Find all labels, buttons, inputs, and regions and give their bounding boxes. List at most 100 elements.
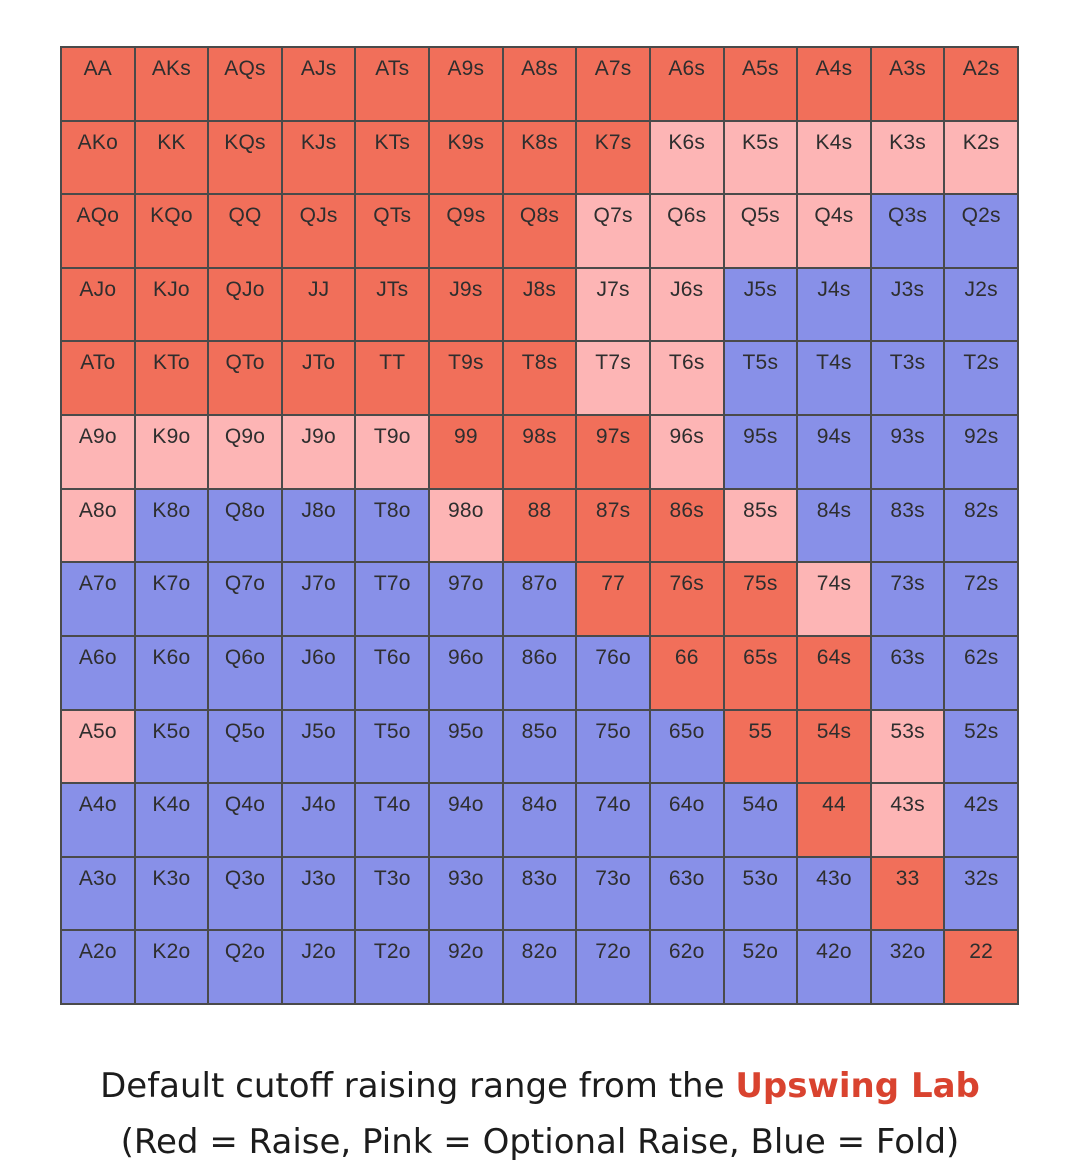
hand-cell: 33 — [871, 857, 944, 930]
hand-label: J3s — [890, 277, 925, 301]
hand-label: Q7s — [593, 204, 633, 228]
hand-label: K5s — [741, 130, 779, 154]
hand-cell: 96o — [430, 636, 502, 709]
hand-label: J4o — [301, 793, 336, 817]
hand-label: A6s — [668, 57, 706, 80]
hand-label: KJo — [153, 277, 190, 301]
hand-cell: ATs — [356, 48, 429, 120]
hand-cell: A5o — [62, 710, 134, 783]
hand-cell: 43s — [871, 784, 944, 856]
hand-cell: K6o — [135, 636, 208, 709]
hand-label: 82o — [521, 940, 558, 964]
hand-cell: 43o — [798, 857, 870, 930]
hand-label: K2o — [152, 940, 191, 964]
hand-cell: T6o — [356, 636, 429, 709]
hand-label: T8o — [373, 498, 411, 522]
hand-label: 64s — [816, 645, 852, 669]
hand-cell: 93o — [430, 857, 502, 930]
hand-label: 88 — [527, 498, 552, 522]
hand-cell: T4o — [356, 784, 429, 856]
hand-label: JTo — [302, 351, 336, 375]
hand-label: Q2s — [961, 204, 1001, 228]
hand-cell: K3o — [135, 857, 208, 930]
hand-cell: A3o — [62, 857, 134, 930]
hand-cell: Q9s — [430, 195, 502, 267]
hand-label: A9o — [78, 425, 117, 449]
hand-label: 53o — [742, 866, 779, 890]
hand-label: 95s — [743, 425, 778, 449]
hand-label: J9o — [301, 425, 336, 449]
hand-cell: Q7s — [577, 195, 649, 267]
hand-cell: 84s — [798, 489, 870, 562]
hand-cell: T8o — [356, 489, 429, 562]
hand-cell: T2s — [945, 342, 1017, 415]
hand-cell: 75s — [724, 563, 797, 635]
hand-label: QTo — [225, 351, 265, 375]
hand-label: K4s — [815, 130, 853, 154]
hand-cell: KTo — [135, 342, 208, 415]
hand-cell: 88 — [503, 489, 576, 562]
hand-label: AQs — [224, 57, 266, 80]
hand-cell: 96s — [650, 416, 723, 488]
hand-label: 66 — [674, 645, 699, 669]
hand-label: 75o — [595, 719, 631, 743]
hand-cell: QTo — [209, 342, 281, 415]
hand-label: KK — [157, 130, 186, 154]
hand-cell: A2o — [62, 931, 134, 1003]
hand-label: 53s — [890, 719, 925, 743]
hand-label: A7s — [594, 57, 632, 80]
hand-cell: A4o — [62, 784, 134, 856]
hand-label: Q4o — [224, 793, 266, 817]
hand-cell: Q2o — [209, 931, 281, 1003]
hand-cell: K8o — [135, 489, 208, 562]
hand-label: AJs — [300, 57, 337, 80]
hand-label: QTs — [373, 204, 412, 228]
hand-label: QQ — [228, 204, 262, 228]
hand-cell: J2o — [282, 931, 355, 1003]
hand-cell: K2s — [945, 121, 1017, 194]
hand-label: AKs — [151, 57, 191, 80]
hand-cell: AJs — [282, 48, 355, 120]
hand-label: KQo — [150, 204, 193, 228]
hand-label: J3o — [301, 866, 336, 890]
hand-label: 62s — [963, 645, 999, 669]
hand-cell: 55 — [724, 710, 797, 783]
hand-label: J7s — [596, 277, 630, 301]
hand-label: QJo — [225, 277, 265, 301]
hand-cell: KTs — [356, 121, 429, 194]
hand-label: Q9s — [446, 204, 486, 228]
hand-cell: 94s — [798, 416, 870, 488]
hand-label: A3o — [78, 866, 117, 890]
hand-label: J2o — [301, 940, 336, 964]
hand-label: K9s — [447, 130, 485, 154]
hand-label: 42o — [816, 940, 852, 964]
hand-cell: Q7o — [209, 563, 281, 635]
hand-cell: K4o — [135, 784, 208, 856]
hand-cell: J4o — [282, 784, 355, 856]
hand-cell: 93s — [871, 416, 944, 488]
hand-cell: K4s — [798, 121, 870, 194]
hand-label: 65s — [743, 645, 778, 669]
hand-cell: 76o — [577, 636, 649, 709]
hand-cell: T5s — [724, 342, 797, 415]
hand-label: 94o — [448, 793, 484, 817]
hand-label: AQo — [76, 204, 120, 228]
hand-label: T9s — [448, 351, 484, 375]
hand-label: A4o — [78, 793, 117, 817]
hand-label: 85o — [521, 719, 558, 743]
hand-cell: 42o — [798, 931, 870, 1003]
hand-label: AA — [83, 57, 113, 80]
hand-label: 42s — [963, 793, 999, 817]
hand-label: J8o — [301, 498, 336, 522]
hand-cell: J8o — [282, 489, 355, 562]
hand-label: 76s — [669, 572, 704, 596]
hand-cell: 52o — [724, 931, 797, 1003]
hand-cell: T9o — [356, 416, 429, 488]
hand-cell: 54o — [724, 784, 797, 856]
hand-label: T6s — [668, 351, 705, 375]
hand-cell: 77 — [577, 563, 649, 635]
hand-label: 52s — [963, 719, 999, 743]
hand-label: T7s — [595, 351, 631, 375]
hand-label: K9o — [152, 425, 191, 449]
hand-label: JJ — [307, 277, 330, 301]
